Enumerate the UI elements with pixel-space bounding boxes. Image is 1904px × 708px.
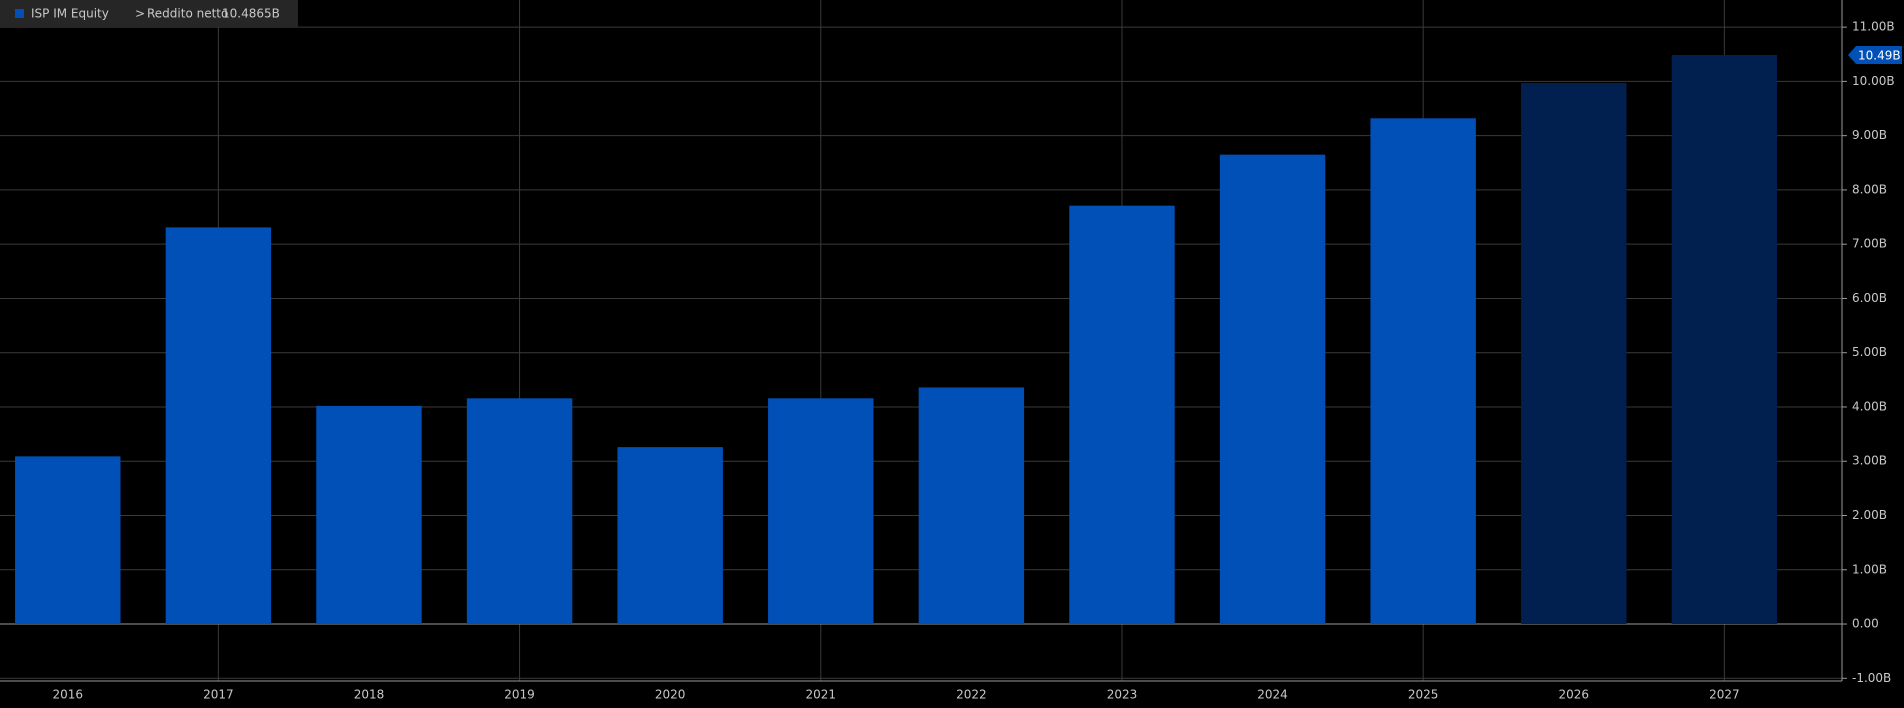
header-field: Reddito netto: [147, 7, 228, 21]
bar: [1219, 154, 1326, 625]
y-tick-label: 7.00B: [1852, 237, 1887, 251]
x-tick-label: 2025: [1408, 688, 1439, 702]
x-tick-label: 2016: [52, 688, 83, 702]
bar: [1370, 118, 1476, 625]
x-tick-label: 2022: [956, 688, 987, 702]
x-tick-label: 2023: [1107, 688, 1138, 702]
bar: [617, 447, 723, 625]
x-tick-label: 2021: [805, 688, 836, 702]
y-tick-label: 8.00B: [1852, 182, 1887, 196]
legend-swatch: [15, 9, 24, 18]
x-tick-label: 2020: [655, 688, 686, 702]
bar: [1671, 54, 1778, 625]
bar: [466, 398, 573, 625]
x-tick-label: 2019: [504, 688, 535, 702]
x-tick-label: 2018: [354, 688, 385, 702]
last-value-badge: [1848, 45, 1902, 64]
x-tick-label: 2027: [1709, 688, 1740, 702]
header-separator: >: [135, 7, 145, 21]
y-tick-label: 0.00: [1852, 617, 1879, 631]
y-tick-label: 2.00B: [1852, 508, 1887, 522]
bar: [1521, 83, 1627, 625]
y-tick-label: 6.00B: [1852, 291, 1887, 305]
y-tick-label: -1.00B: [1852, 671, 1891, 685]
header-box: [0, 0, 298, 27]
bar: [768, 398, 874, 625]
bar: [1069, 205, 1175, 625]
x-tick-label: 2017: [203, 688, 234, 702]
bar: [165, 227, 272, 625]
y-tick-label: 1.00B: [1852, 562, 1887, 576]
y-tick-label: 9.00B: [1852, 128, 1887, 142]
y-tick-label: 3.00B: [1852, 454, 1887, 468]
x-tick-label: 2026: [1558, 688, 1589, 702]
bar: [918, 387, 1025, 625]
bar: [316, 405, 422, 625]
y-tick-label: 11.00B: [1852, 20, 1895, 34]
y-tick-label: 10.00B: [1852, 74, 1895, 88]
bar: [15, 456, 121, 625]
last-value-label: 10.49B: [1858, 48, 1901, 62]
x-tick-label: 2024: [1257, 688, 1288, 702]
header-security: ISP IM Equity: [31, 7, 109, 21]
header-value: 10.4865B: [222, 7, 280, 21]
y-tick-label: 4.00B: [1852, 399, 1887, 413]
y-tick-label: 5.00B: [1852, 345, 1887, 359]
